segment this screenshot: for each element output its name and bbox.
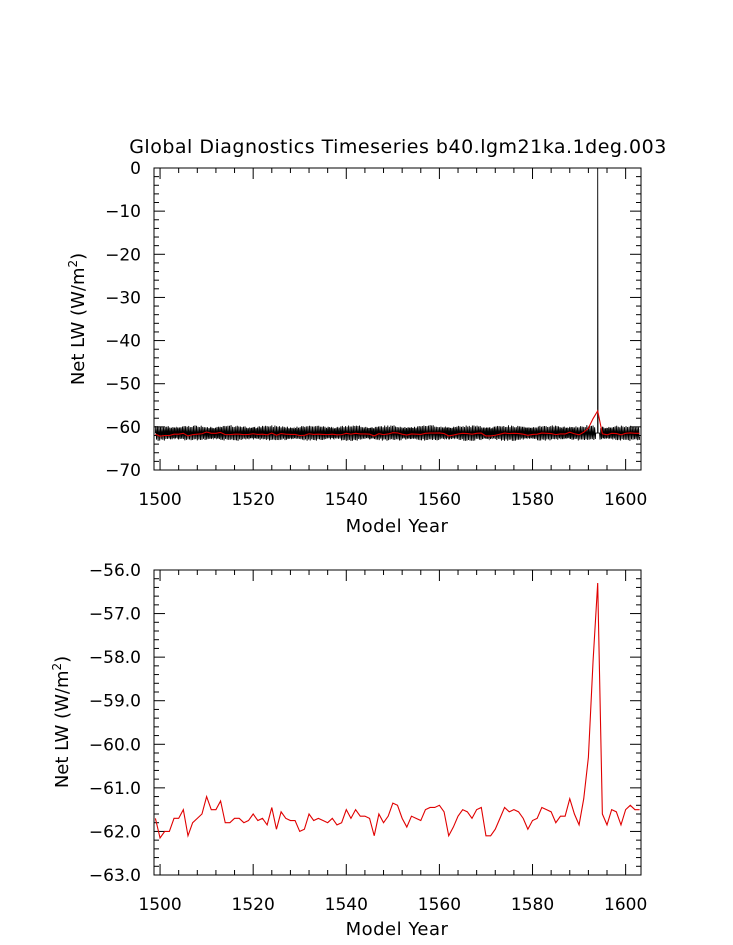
top-ytick-label: 0 (130, 159, 141, 179)
bottom-series (154, 583, 640, 840)
bottom-ytick-label: −61.0 (89, 779, 141, 799)
top-ytick-label: −30 (105, 288, 141, 308)
top-xtick-label: 1600 (604, 490, 647, 510)
top-ytick-label: −60 (105, 418, 141, 438)
top-plot-frame (153, 167, 642, 471)
bottom-xtick-label: 1500 (138, 895, 181, 915)
bottom-xtick-label: 1560 (418, 895, 461, 915)
bottom-ytick-label: −56.0 (89, 561, 141, 581)
top-xlabel: Model Year (346, 516, 449, 537)
bottom-ytick-label: −62.0 (89, 822, 141, 842)
top-ticks: 1500 1520 1540 1560 1580 1600 0 −10 −20 −30 −40 −50… (105, 159, 647, 510)
bottom-ticks: 1500 1520 1540 1560 1580 1600 −56.0 −57.0 −58.0 −… (89, 561, 647, 915)
top-panel: 1500 1520 1540 1560 1580 1600 0 −10 −20 −30 −40 −50… (66, 159, 647, 537)
top-ytick-label: −40 (105, 332, 141, 352)
top-xtick-label: 1500 (138, 490, 181, 510)
annual-series-line (155, 409, 640, 437)
top-xtick-label: 1580 (511, 490, 554, 510)
monthly-series-line (154, 167, 641, 442)
top-ytick-label: −70 (105, 461, 141, 481)
bottom-xtick-label: 1520 (232, 895, 275, 915)
bottom-xtick-label: 1540 (325, 895, 368, 915)
top-xtick-label: 1540 (325, 490, 368, 510)
top-xtick-label: 1520 (232, 490, 275, 510)
bottom-ytick-label: −57.0 (89, 605, 141, 625)
top-ytick-label: −20 (105, 245, 141, 265)
top-series (154, 167, 641, 442)
top-xtick-label: 1560 (418, 490, 461, 510)
bottom-ytick-label: −60.0 (89, 735, 141, 755)
bottom-ylabel: Net LW (W/m2) (50, 656, 73, 788)
bottom-plot-frame (153, 569, 642, 876)
bottom-panel: 1500 1520 1540 1560 1580 1600 −56.0 −57.0 −58.0 −… (50, 561, 647, 940)
annual-series-line (154, 583, 640, 840)
bottom-xtick-label: 1580 (511, 895, 554, 915)
bottom-xlabel: Model Year (346, 919, 449, 940)
bottom-xtick-label: 1600 (604, 895, 647, 915)
top-ytick-label: −10 (105, 202, 141, 222)
top-ylabel: Net LW (W/m2) (66, 253, 89, 385)
bottom-ytick-label: −63.0 (89, 866, 141, 886)
bottom-ytick-label: −58.0 (89, 648, 141, 668)
bottom-ytick-label: −59.0 (89, 692, 141, 712)
chart-title: Global Diagnostics Timeseries b40.lgm21k… (129, 136, 667, 158)
top-ytick-label: −50 (105, 375, 141, 395)
